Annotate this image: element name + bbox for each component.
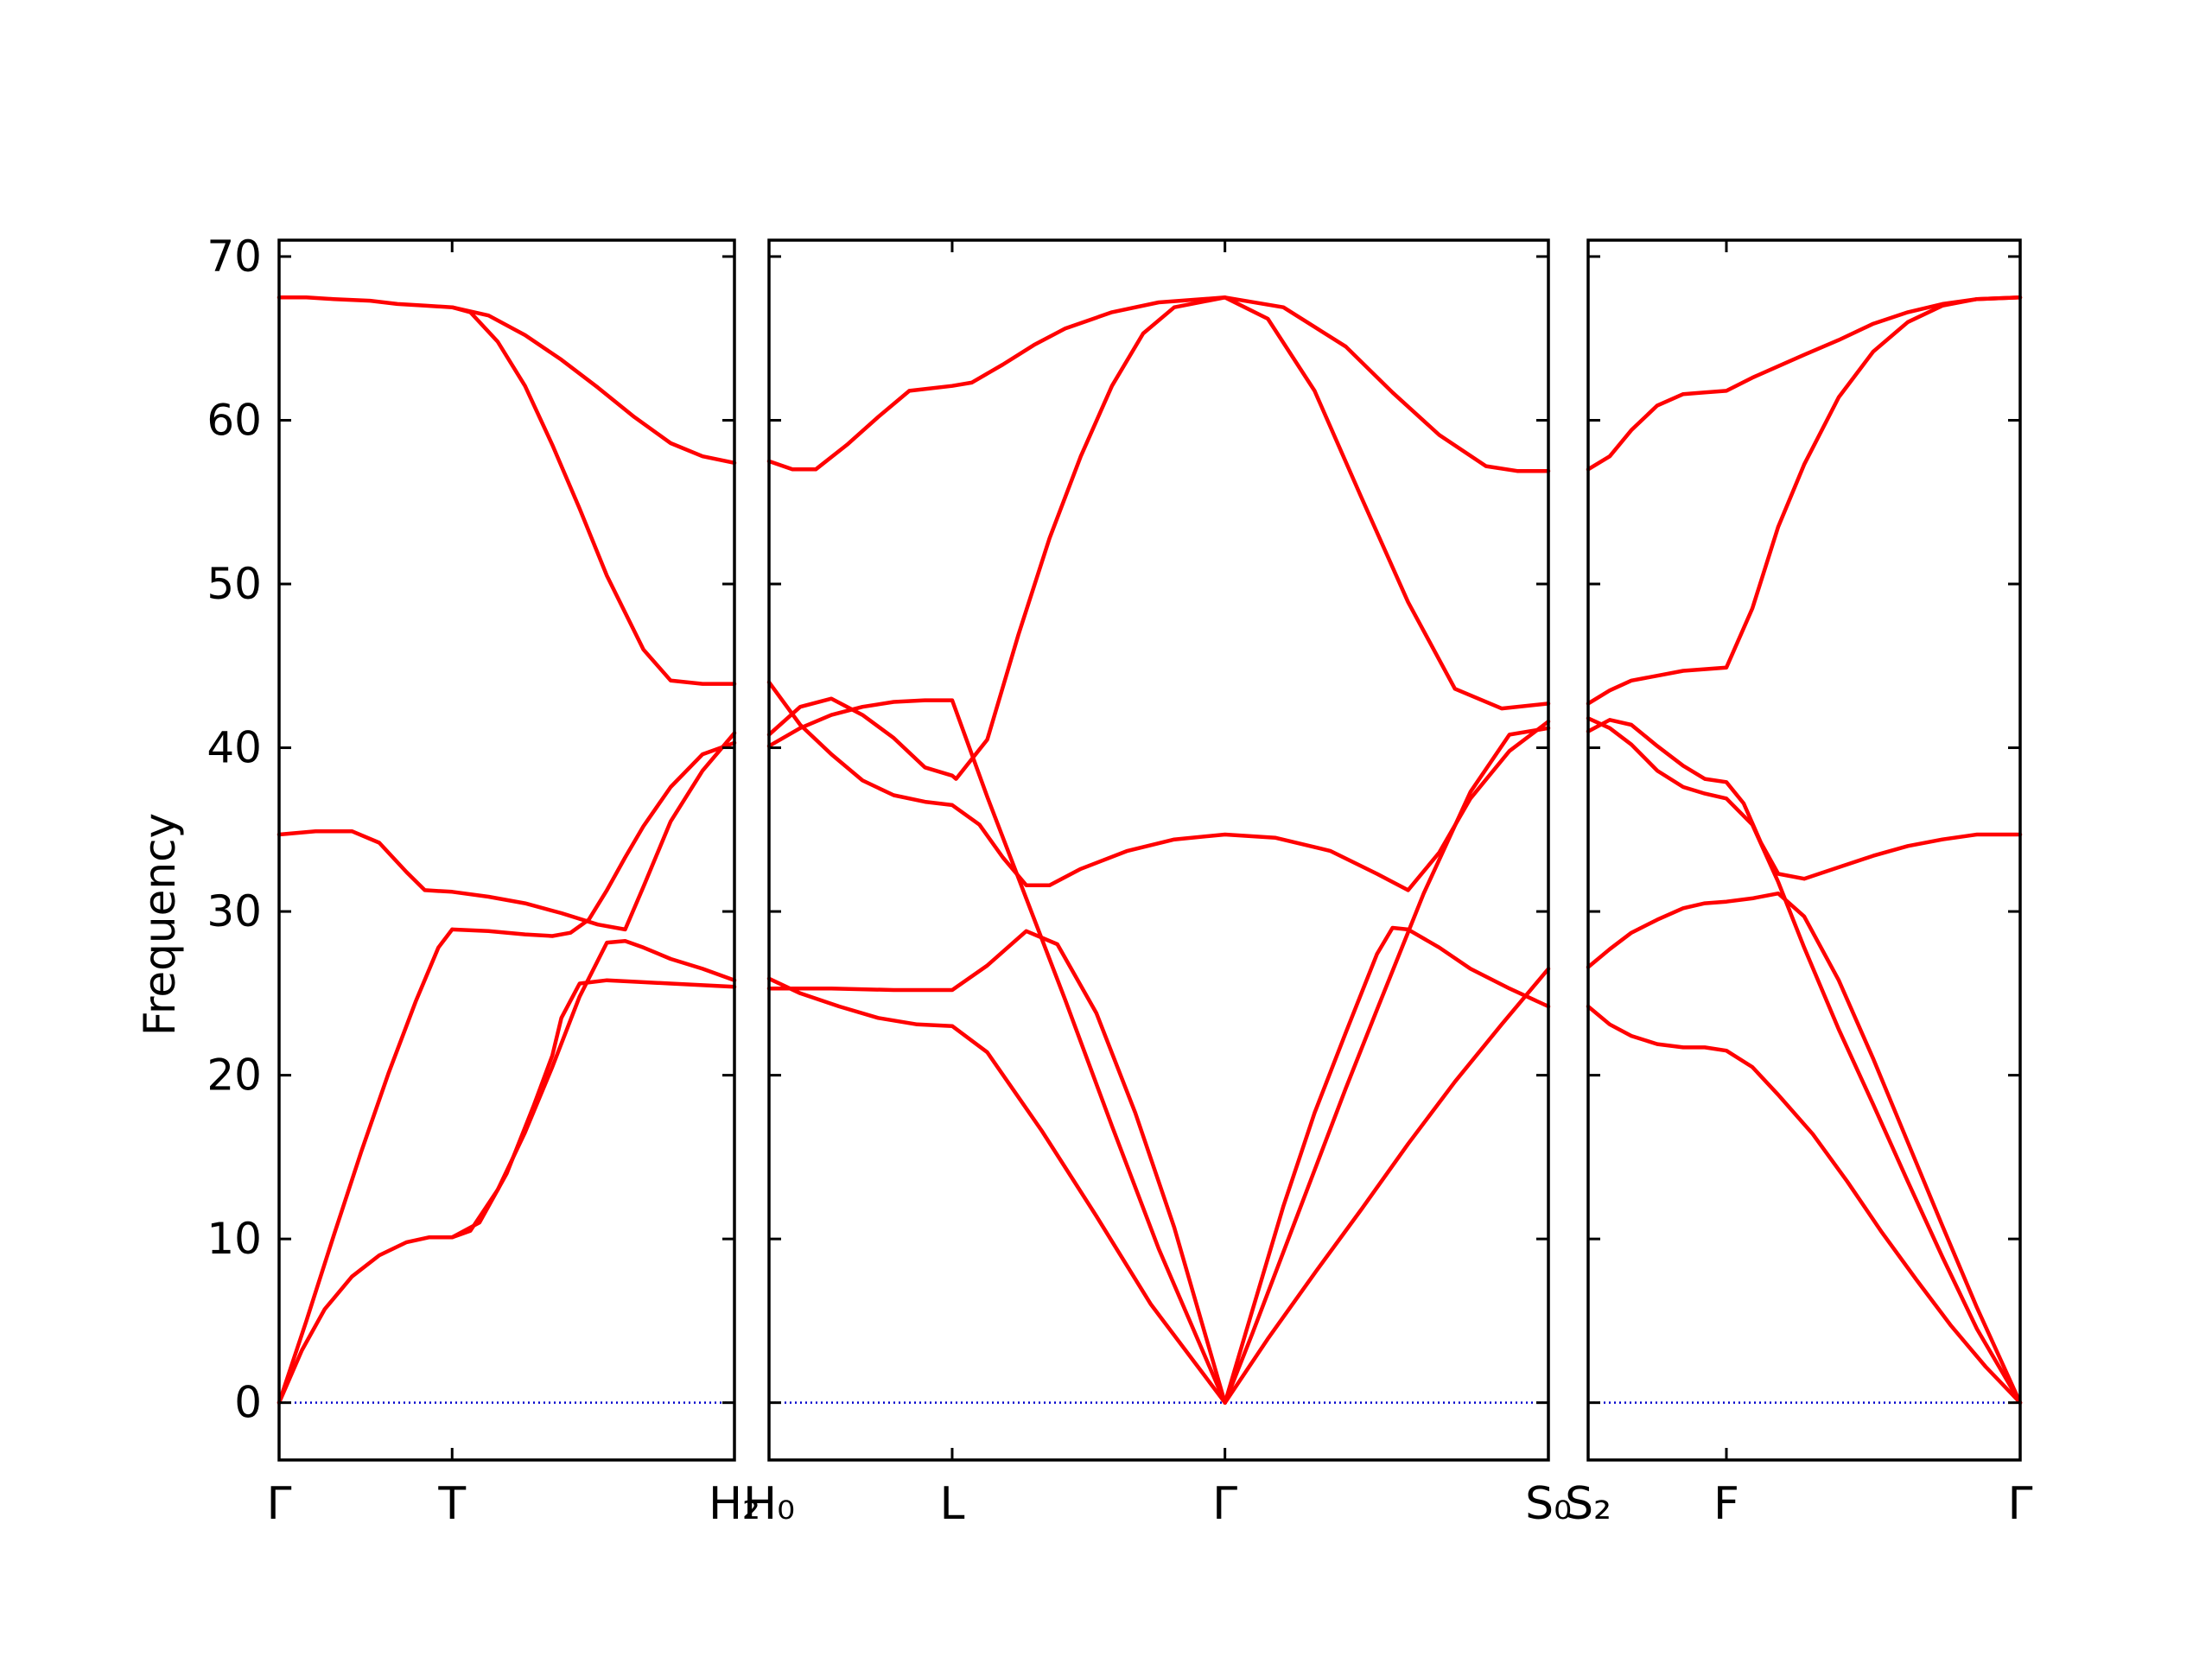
x-tick-label: Γ (1212, 1478, 1237, 1530)
band-line (766, 680, 1551, 892)
panel-frame (1586, 238, 2022, 1462)
band-line (1586, 891, 2023, 1405)
band-line (450, 978, 737, 1240)
band-line (766, 295, 1551, 781)
y-tick-label: 60 (207, 395, 262, 445)
band-line (766, 698, 1227, 1405)
band-line (276, 927, 454, 1405)
y-tick-label: 40 (207, 723, 262, 773)
panel-frame (277, 238, 736, 1462)
band-line (1586, 1004, 2023, 1405)
y-tick-label: 30 (207, 886, 262, 936)
band-panel-3: S₂ F Γ (1565, 238, 2033, 1530)
band-line (766, 295, 1551, 473)
y-tick-label: 50 (207, 559, 262, 609)
band-line (450, 938, 737, 1240)
band-line (1586, 295, 2023, 706)
band-line (766, 976, 1227, 1405)
y-tick-label: 20 (207, 1050, 262, 1101)
y-axis-label: Frequency (135, 813, 185, 1036)
band-line (276, 1235, 454, 1405)
x-tick-label: L (939, 1478, 964, 1530)
x-tick-label: Γ (267, 1478, 292, 1530)
x-tick-label: S₀ (1525, 1478, 1572, 1530)
y-tick-label: 70 (207, 232, 262, 282)
band-line (1586, 718, 2023, 881)
band-line (1586, 295, 2023, 472)
band-line (1223, 925, 1551, 1405)
x-tick-label: Γ (2008, 1478, 2033, 1530)
x-tick-label: H₀ (743, 1478, 795, 1530)
y-tick-label: 0 (234, 1378, 262, 1428)
x-tick-label: F (1713, 1478, 1739, 1530)
x-tick-label: T (437, 1478, 466, 1530)
band-line (276, 295, 737, 686)
band-line (1586, 716, 2023, 1405)
band-panel-1: Γ T H₂ (267, 238, 760, 1530)
band-line (1223, 967, 1551, 1405)
panel-frame (767, 238, 1550, 1462)
band-line (450, 305, 737, 466)
x-tick-label: S₂ (1565, 1478, 1611, 1530)
y-tick-label: 10 (207, 1214, 262, 1264)
x-tick-label: H₂ (709, 1478, 760, 1530)
band-line (1223, 726, 1551, 1405)
band-panel-2: H₀ L Γ S₀ (743, 238, 1572, 1530)
band-line (766, 929, 1227, 1405)
band-line (276, 731, 737, 932)
band-line (450, 740, 737, 938)
